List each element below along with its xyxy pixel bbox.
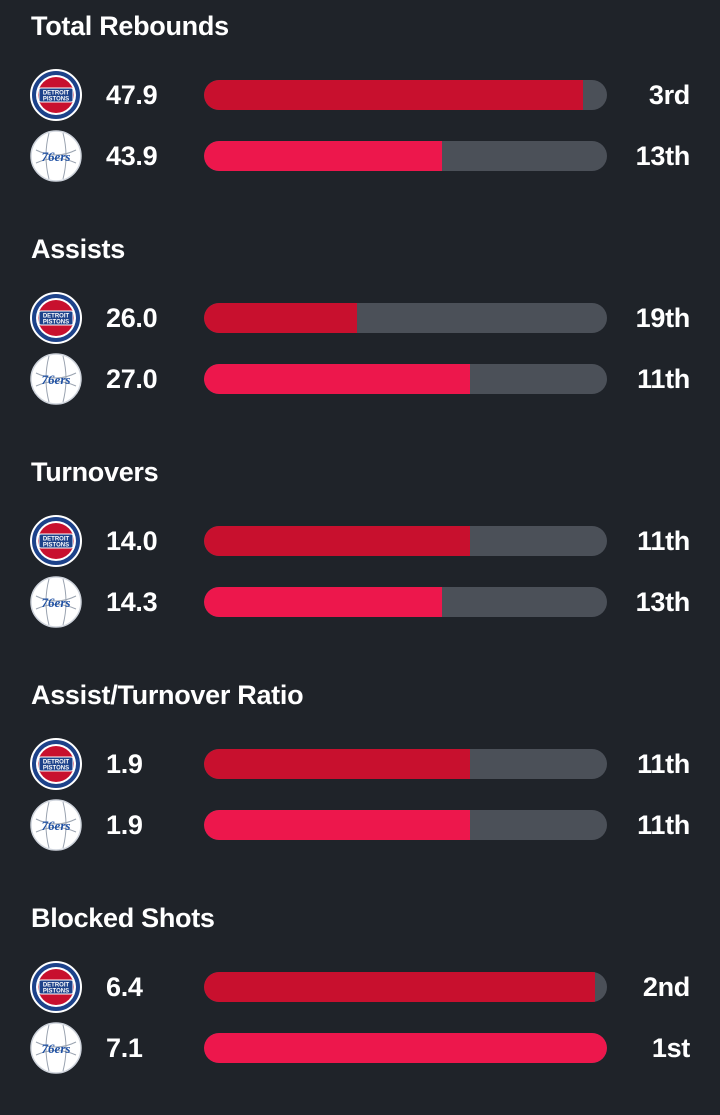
- detroit-pistons-logo-icon[interactable]: DETROIT PISTONS: [30, 69, 82, 121]
- sixers-logo-text: 76ers: [42, 818, 71, 833]
- stat-value: 7.1: [106, 1033, 143, 1063]
- stat-value: 1.9: [106, 810, 143, 840]
- stat-bar-fill: [204, 1033, 607, 1063]
- stat-section: Assist/Turnover Ratio DETROIT PISTONS 1.9 11…: [0, 669, 720, 892]
- stat-value: 27.0: [106, 364, 158, 394]
- pistons-logo-text-bottom: PISTONS: [43, 97, 69, 103]
- league-rank: 11th: [637, 526, 690, 556]
- sixers-logo-text: 76ers: [42, 149, 71, 164]
- stat-title: Total Rebounds: [31, 11, 229, 41]
- stat-bar-track: [204, 749, 607, 779]
- league-rank: 19th: [635, 303, 691, 333]
- stat-bar-track: [204, 526, 607, 556]
- stat-bar-fill: [204, 141, 442, 171]
- stat-value: 26.0: [106, 303, 158, 333]
- stat-value: 43.9: [106, 141, 158, 171]
- stat-bar-fill: [204, 587, 442, 617]
- philadelphia-76ers-logo-icon[interactable]: 76ers: [30, 130, 82, 182]
- stat-value: 47.9: [106, 80, 158, 110]
- philadelphia-76ers-logo-icon[interactable]: 76ers: [30, 353, 82, 405]
- stat-title: Blocked Shots: [31, 903, 215, 933]
- sixers-logo-text: 76ers: [42, 372, 71, 387]
- league-rank: 11th: [637, 749, 690, 779]
- stat-bar-fill: [204, 972, 595, 1002]
- league-rank: 2nd: [642, 972, 690, 1002]
- detroit-pistons-logo-icon[interactable]: DETROIT PISTONS: [30, 292, 82, 344]
- stat-value: 14.0: [106, 526, 158, 556]
- stat-bar-track: [204, 972, 607, 1002]
- stat-title: Turnovers: [31, 457, 159, 487]
- pistons-logo-text-top: DETROIT: [43, 537, 70, 543]
- league-rank: 11th: [637, 364, 690, 394]
- stat-bar-fill: [204, 526, 470, 556]
- stat-bar-fill: [204, 303, 358, 333]
- stat-bar-track: [204, 80, 607, 110]
- stat-section: Blocked Shots DETROIT PISTONS 6.4 2nd 76ers 7.…: [0, 892, 720, 1115]
- stat-bar-track: [204, 1033, 607, 1063]
- stat-bar-track: [204, 141, 607, 171]
- sixers-logo-text: 76ers: [42, 1041, 71, 1056]
- pistons-logo-text-bottom: PISTONS: [43, 766, 69, 772]
- stat-bar-track: [204, 587, 607, 617]
- pistons-logo-text-bottom: PISTONS: [43, 989, 69, 995]
- philadelphia-76ers-logo-icon[interactable]: 76ers: [30, 799, 82, 851]
- stat-bar-fill: [204, 810, 470, 840]
- philadelphia-76ers-logo-icon[interactable]: 76ers: [30, 576, 82, 628]
- stat-value: 6.4: [106, 972, 143, 1002]
- team-stat-row-pistons: DETROIT PISTONS 26.0 19th: [0, 290, 720, 346]
- detroit-pistons-logo-icon[interactable]: DETROIT PISTONS: [30, 515, 82, 567]
- stat-bar-track: [204, 810, 607, 840]
- stat-section: Turnovers DETROIT PISTONS 14.0 11th 76ers 14.3…: [0, 446, 720, 669]
- stat-bar-track: [204, 303, 607, 333]
- team-stat-row-sixers: 76ers 14.3 13th: [0, 574, 720, 630]
- team-stat-row-sixers: 76ers 43.9 13th: [0, 128, 720, 184]
- stat-bar-track: [204, 364, 607, 394]
- stat-title: Assist/Turnover Ratio: [31, 680, 304, 710]
- league-rank: 13th: [635, 141, 691, 171]
- league-rank: 3rd: [648, 80, 690, 110]
- pistons-logo-text-top: DETROIT: [43, 91, 70, 97]
- league-rank: 11th: [637, 810, 690, 840]
- detroit-pistons-logo-icon[interactable]: DETROIT PISTONS: [30, 961, 82, 1013]
- team-stat-row-sixers: 76ers 1.9 11th: [0, 797, 720, 853]
- pistons-logo-text-top: DETROIT: [43, 760, 70, 766]
- stat-bar-fill: [204, 80, 583, 110]
- stat-bar-fill: [204, 749, 470, 779]
- team-stat-row-sixers: 76ers 27.0 11th: [0, 351, 720, 407]
- league-rank: 1st: [651, 1033, 690, 1063]
- stat-bar-fill: [204, 364, 470, 394]
- league-rank: 13th: [635, 587, 691, 617]
- team-stat-row-pistons: DETROIT PISTONS 14.0 11th: [0, 513, 720, 569]
- pistons-logo-text-top: DETROIT: [43, 314, 70, 320]
- pistons-logo-text-bottom: PISTONS: [43, 320, 69, 326]
- team-stat-row-sixers: 76ers 7.1 1st: [0, 1020, 720, 1076]
- sixers-logo-text: 76ers: [42, 595, 71, 610]
- pistons-logo-text-bottom: PISTONS: [43, 543, 69, 549]
- team-stat-row-pistons: DETROIT PISTONS 47.9 3rd: [0, 67, 720, 123]
- detroit-pistons-logo-icon[interactable]: DETROIT PISTONS: [30, 738, 82, 790]
- pistons-logo-text-top: DETROIT: [43, 983, 70, 989]
- stat-value: 14.3: [106, 587, 158, 617]
- team-stat-row-pistons: DETROIT PISTONS 6.4 2nd: [0, 959, 720, 1015]
- philadelphia-76ers-logo-icon[interactable]: 76ers: [30, 1022, 82, 1074]
- team-stat-row-pistons: DETROIT PISTONS 1.9 11th: [0, 736, 720, 792]
- stat-value: 1.9: [106, 749, 143, 779]
- stat-section: Total Rebounds DETROIT PISTONS 47.9 3rd 76ers…: [0, 0, 720, 223]
- stat-section: Assists DETROIT PISTONS 26.0 19th 76ers 27.0 11…: [0, 223, 720, 446]
- stat-title: Assists: [31, 234, 125, 264]
